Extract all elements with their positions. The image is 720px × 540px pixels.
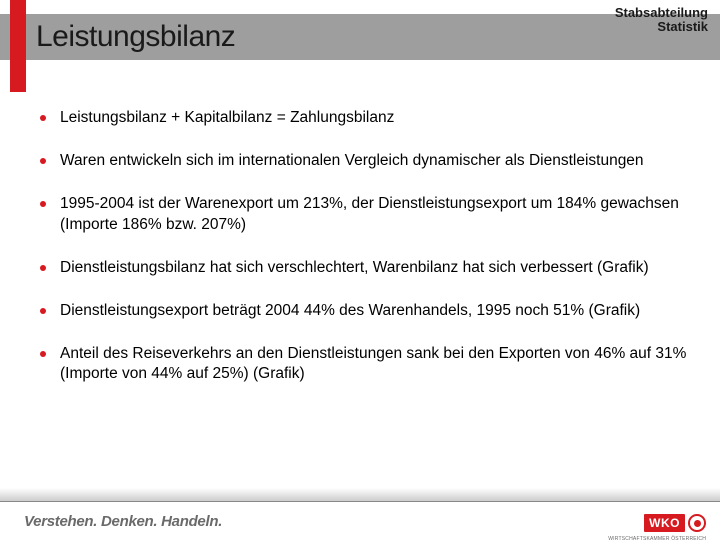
wko-logo: WKO [644,514,706,532]
footer-divider [0,501,720,502]
bullet-item: Waren entwickeln sich im internationalen… [36,151,690,172]
wko-logo-subtitle: WIRTSCHAFTSKAMMER ÖSTERREICH [608,536,706,540]
bullet-item: Dienstleistungsexport beträgt 2004 44% d… [36,301,690,322]
department-line-2: Statistik [615,20,708,34]
bullet-item: Leistungsbilanz + Kapitalbilanz = Zahlun… [36,108,690,129]
department-label: Stabsabteilung Statistik [615,6,708,35]
red-stripe [10,0,26,92]
bullet-list: Leistungsbilanz + Kapitalbilanz = Zahlun… [36,108,690,385]
footer: Verstehen. Denken. Handeln. WKO WIRTSCHA… [0,484,720,540]
bullet-item: Dienstleistungsbilanz hat sich verschlec… [36,258,690,279]
tagline: Verstehen. Denken. Handeln. [24,513,222,530]
bullet-item: 1995-2004 ist der Warenexport um 213%, d… [36,194,690,236]
wko-logo-text: WKO [644,514,685,532]
footer-gradient [0,488,720,502]
bullet-item: Anteil des Reiseverkehrs an den Dienstle… [36,344,690,386]
content-area: Leistungsbilanz + Kapitalbilanz = Zahlun… [36,108,690,407]
department-line-1: Stabsabteilung [615,6,708,20]
wko-logo-icon [688,514,706,532]
page-title: Leistungsbilanz [36,14,235,60]
slide: Leistungsbilanz Stabsabteilung Statistik… [0,0,720,540]
